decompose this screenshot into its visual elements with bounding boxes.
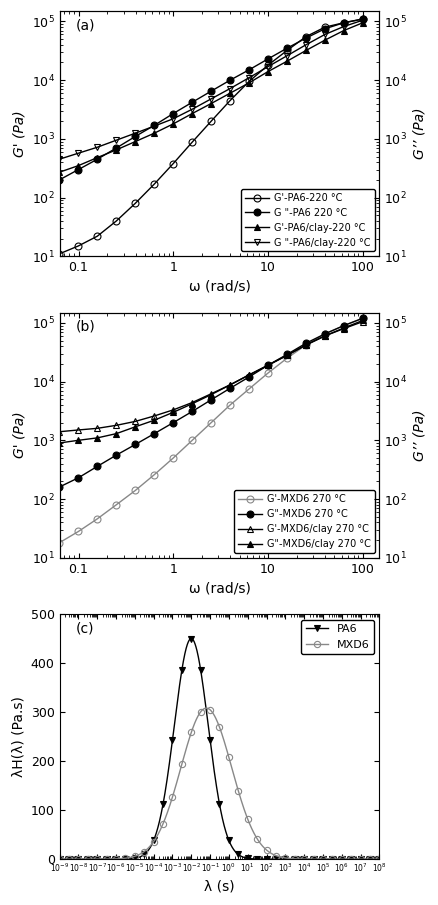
Y-axis label: λH(λ) (Pa.s): λH(λ) (Pa.s) [11, 696, 25, 777]
Text: (c): (c) [75, 622, 94, 635]
Y-axis label: G' (Pa): G' (Pa) [12, 110, 26, 157]
Y-axis label: G’’ (Pa): G’’ (Pa) [413, 409, 427, 461]
Text: (a): (a) [75, 18, 95, 33]
X-axis label: λ (s): λ (s) [204, 880, 235, 894]
X-axis label: ω (rad/s): ω (rad/s) [188, 581, 251, 595]
Legend: G'-PA6-220 °C, G "-PA6 220 °C, G'-PA6/clay-220 °C, G "-PA6/clay-220 °C: G'-PA6-220 °C, G "-PA6 220 °C, G'-PA6/cl… [241, 189, 374, 252]
Legend: G'-MXD6 270 °C, G"-MXD6 270 °C, G'-MXD6/clay 270 °C, G"-MXD6/clay 270 °C: G'-MXD6 270 °C, G"-MXD6 270 °C, G'-MXD6/… [234, 491, 374, 553]
Legend: PA6, MXD6: PA6, MXD6 [301, 620, 374, 654]
Y-axis label: G’’ (Pa): G’’ (Pa) [413, 108, 427, 159]
Y-axis label: G' (Pa): G' (Pa) [12, 412, 26, 459]
Text: (b): (b) [75, 319, 95, 334]
X-axis label: ω (rad/s): ω (rad/s) [188, 280, 251, 293]
